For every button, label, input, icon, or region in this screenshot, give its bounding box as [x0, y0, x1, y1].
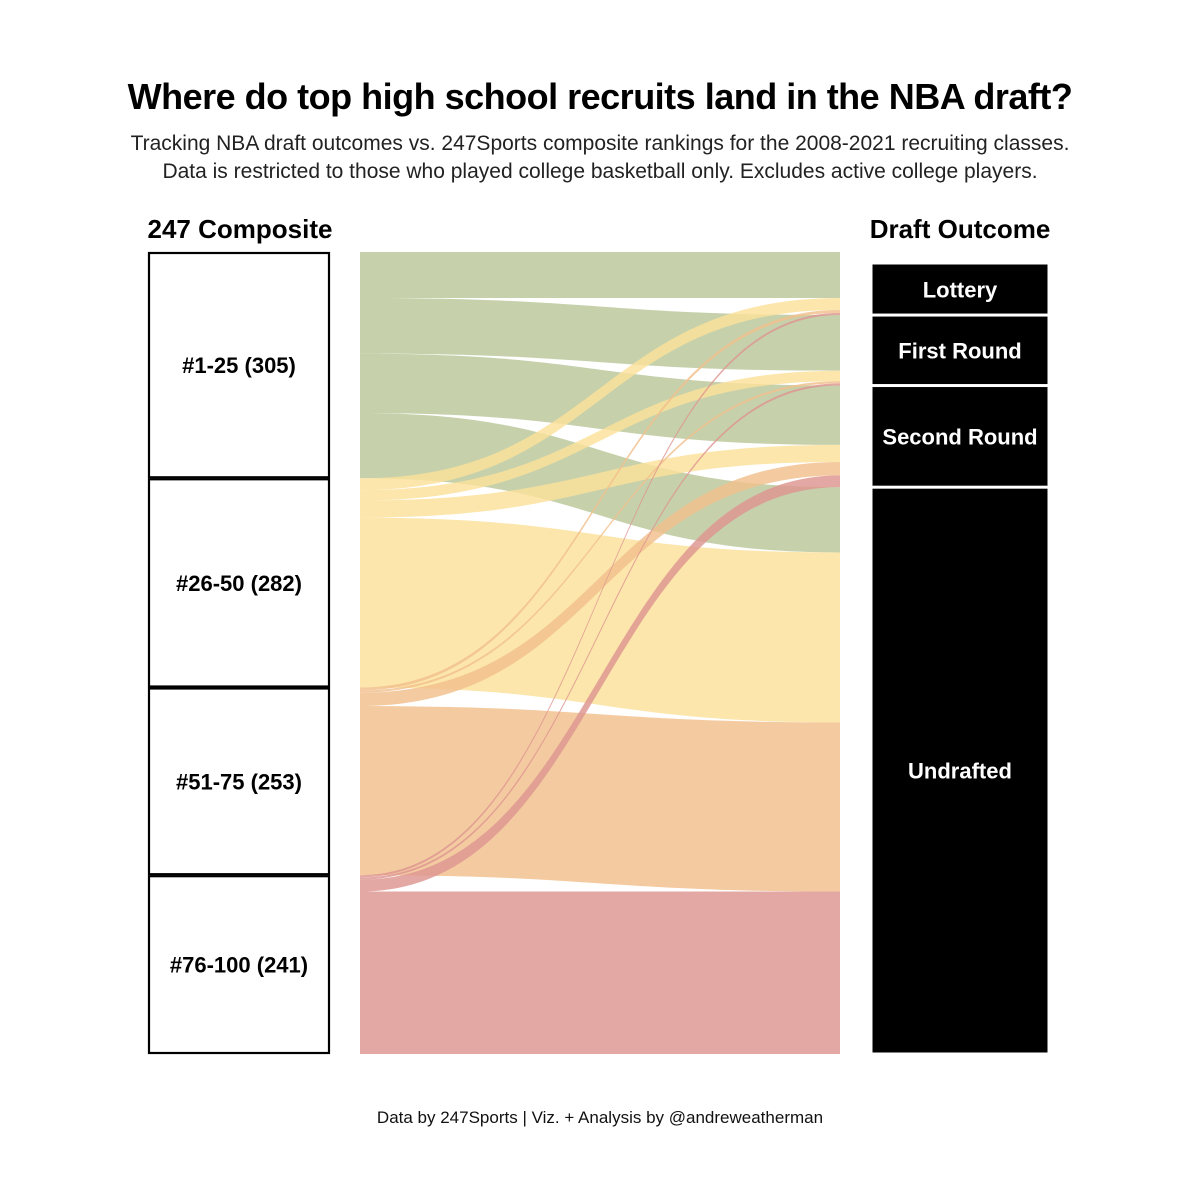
- left-column-header: 247 Composite: [147, 214, 333, 244]
- target-node-lottery: [871, 263, 1049, 315]
- source-nodes: #1-25 (305) #26-50 (282) #51-75 (253) #76-1…: [147, 251, 331, 1055]
- flow-51-75-to-first-round: [360, 381, 840, 693]
- target-label-undrafted: Undrafted: [908, 759, 1012, 784]
- target-nodes: Lottery First Round Second Round Undrafted: [871, 263, 1049, 1054]
- target-node-undrafted: [871, 487, 1049, 1054]
- flow-26-50-to-lottery: [360, 297, 840, 491]
- source-node-1-25: [147, 251, 331, 479]
- source-label-51-75: #51-75 (253): [176, 769, 302, 794]
- source-label-1-25: #1-25 (305): [182, 353, 296, 378]
- source-node-76-100: [147, 875, 331, 1055]
- target-label-second-round: Second Round: [882, 424, 1037, 449]
- target-label-first-round: First Round: [898, 338, 1021, 363]
- flow-51-75-to-undrafted: [360, 706, 840, 892]
- chart-subtitle-line-2: Data is restricted to those who played c…: [162, 160, 1038, 183]
- flow-76-100-to-lottery: [360, 312, 840, 878]
- flow-76-100-to-undrafted: [360, 891, 840, 1054]
- chart-footer: Data by 247Sports | Viz. + Analysis by @…: [376, 1108, 824, 1127]
- flows-layer: [360, 252, 840, 1054]
- flow-1-25-to-lottery: [360, 252, 840, 298]
- flow-76-100-to-second-round: [360, 475, 840, 892]
- flow-51-75-to-lottery: [360, 309, 840, 691]
- target-node-second-round: [871, 386, 1049, 487]
- chart-title: Where do top high school recruits land i…: [127, 76, 1073, 117]
- target-node-first-round: [871, 315, 1049, 386]
- source-node-26-50: [147, 478, 331, 688]
- flow-76-100-to-first-round: [360, 383, 840, 880]
- right-column-header: Draft Outcome: [869, 214, 1051, 244]
- chart-subtitle-line-1: Tracking NBA draft outcomes vs. 247Sport…: [130, 132, 1070, 155]
- flow-26-50-to-second-round: [360, 444, 840, 518]
- flow-26-50-to-first-round: [360, 370, 840, 501]
- source-label-26-50: #26-50 (282): [176, 571, 302, 596]
- target-label-lottery: Lottery: [923, 278, 998, 303]
- flow-51-75-to-second-round: [360, 461, 840, 707]
- source-label-76-100: #76-100 (241): [170, 953, 308, 978]
- source-node-51-75: [147, 687, 331, 876]
